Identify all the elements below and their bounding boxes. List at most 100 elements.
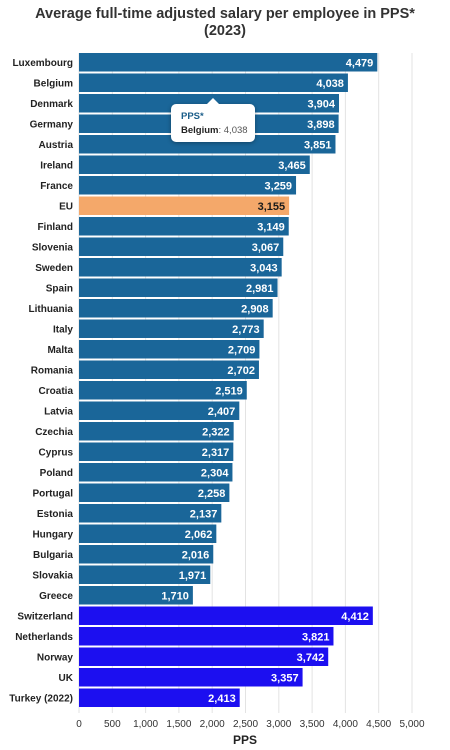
- x-tick-label: 4,000: [333, 719, 358, 730]
- bar[interactable]: [79, 483, 230, 503]
- value-label: 3,043: [250, 262, 278, 274]
- tooltip-title: PPS*: [181, 111, 204, 122]
- bar[interactable]: [79, 606, 373, 626]
- value-label: 2,908: [241, 303, 269, 315]
- category-label: Belgium: [34, 78, 74, 89]
- x-tick-label: 2,000: [200, 719, 225, 730]
- value-label: 3,904: [307, 98, 335, 110]
- value-label: 3,821: [302, 631, 330, 643]
- value-label: 2,258: [198, 488, 226, 500]
- bar[interactable]: [79, 647, 329, 667]
- category-label: Norway: [37, 652, 74, 663]
- bar[interactable]: [79, 53, 378, 72]
- bar[interactable]: [79, 176, 297, 195]
- value-label: 2,519: [215, 385, 243, 397]
- x-tick-label: 500: [104, 719, 121, 730]
- category-label: Turkey (2022): [9, 693, 73, 704]
- bar[interactable]: [79, 668, 303, 687]
- bar[interactable]: [79, 278, 278, 298]
- value-label: 3,742: [297, 652, 325, 664]
- bar[interactable]: [79, 217, 289, 236]
- x-tick-label: 1,500: [166, 719, 191, 730]
- x-tick-label: 3,000: [266, 719, 291, 730]
- value-label: 1,971: [179, 570, 207, 582]
- bar[interactable]: [79, 340, 260, 359]
- category-labels: Luxembourg Belgium Denmark Germany Austria Ir…: [9, 58, 74, 705]
- value-label: 3,851: [304, 139, 332, 151]
- value-label: 3,898: [307, 119, 335, 131]
- x-axis-ticks: 0 500 1,000 1,500 2,000 2,500 3,000 3,500 4,000 4…: [76, 719, 425, 730]
- bar[interactable]: [79, 135, 336, 154]
- bar[interactable]: [79, 360, 259, 380]
- bar[interactable]: [79, 504, 222, 523]
- value-label: 4,412: [341, 611, 369, 623]
- tooltip-value: 4,038: [223, 125, 248, 136]
- category-label: Slovenia: [32, 242, 74, 253]
- chart-title-main: Average full-time adjusted salary per em…: [35, 6, 415, 22]
- tooltip-body: Belgium: 4,038: [181, 125, 248, 136]
- value-label: 2,773: [232, 324, 260, 336]
- category-label: Austria: [39, 140, 74, 151]
- x-tick-label: 5,000: [399, 719, 424, 730]
- bar[interactable]: [79, 237, 284, 257]
- value-label: 3,259: [265, 180, 293, 192]
- bar[interactable]: [79, 422, 234, 441]
- bar[interactable]: [79, 299, 273, 318]
- chart-title: Average full-time adjusted salary per em…: [0, 6, 450, 40]
- value-labels: 4,4794,0383,9043,8983,8513,4653,2593,155…: [161, 57, 373, 705]
- bar[interactable]: [79, 688, 240, 708]
- bar[interactable]: [79, 524, 217, 544]
- bar[interactable]: [79, 401, 240, 421]
- category-label: Estonia: [37, 509, 74, 520]
- value-label: 2,317: [202, 447, 230, 459]
- category-label: Luxembourg: [12, 58, 73, 69]
- category-label: Bulgaria: [33, 550, 73, 561]
- bar[interactable]: [79, 155, 310, 175]
- value-label: 2,304: [201, 467, 229, 479]
- bar[interactable]: [79, 586, 193, 605]
- value-label: 3,357: [271, 672, 299, 684]
- category-label: Greece: [39, 591, 73, 602]
- category-label: Ireland: [40, 160, 73, 171]
- category-label: Czechia: [35, 427, 73, 438]
- category-label: Latvia: [44, 406, 73, 417]
- value-label: 3,067: [252, 242, 280, 254]
- category-label: Germany: [30, 119, 74, 130]
- category-label: Hungary: [32, 529, 73, 540]
- value-label: 4,038: [316, 78, 344, 90]
- value-label: 2,062: [185, 529, 213, 541]
- bar[interactable]: [79, 463, 233, 482]
- bars: [79, 53, 378, 708]
- tooltip: PPS* Belgium: 4,038: [171, 98, 255, 142]
- value-label: 2,407: [208, 406, 236, 418]
- x-tick-label: 2,500: [233, 719, 258, 730]
- bar[interactable]: [79, 627, 334, 646]
- category-label: Lithuania: [29, 304, 74, 315]
- bar[interactable]: [79, 196, 290, 216]
- category-label: Finland: [37, 222, 73, 233]
- bar[interactable]: [79, 442, 234, 462]
- category-label: EU: [59, 201, 73, 212]
- category-label: Denmark: [30, 99, 73, 110]
- category-label: Cyprus: [39, 447, 74, 458]
- value-label: 3,155: [258, 201, 286, 213]
- category-label: France: [40, 181, 73, 192]
- bar[interactable]: [79, 381, 247, 400]
- bar[interactable]: [79, 258, 282, 277]
- category-label: Netherlands: [15, 632, 73, 643]
- x-tick-label: 0: [76, 719, 82, 730]
- x-tick-label: 1,000: [133, 719, 158, 730]
- value-label: 4,479: [346, 57, 374, 69]
- x-tick-label: 3,500: [300, 719, 325, 730]
- bar[interactable]: [79, 545, 214, 564]
- bar[interactable]: [79, 319, 264, 339]
- value-label: 2,413: [208, 693, 236, 705]
- category-label: Romania: [31, 365, 74, 376]
- value-label: 3,149: [257, 221, 285, 233]
- category-label: Poland: [40, 468, 73, 479]
- x-tick-label: 4,500: [366, 719, 391, 730]
- bar[interactable]: [79, 565, 211, 585]
- bar[interactable]: [79, 73, 348, 93]
- value-label: 2,137: [190, 508, 218, 520]
